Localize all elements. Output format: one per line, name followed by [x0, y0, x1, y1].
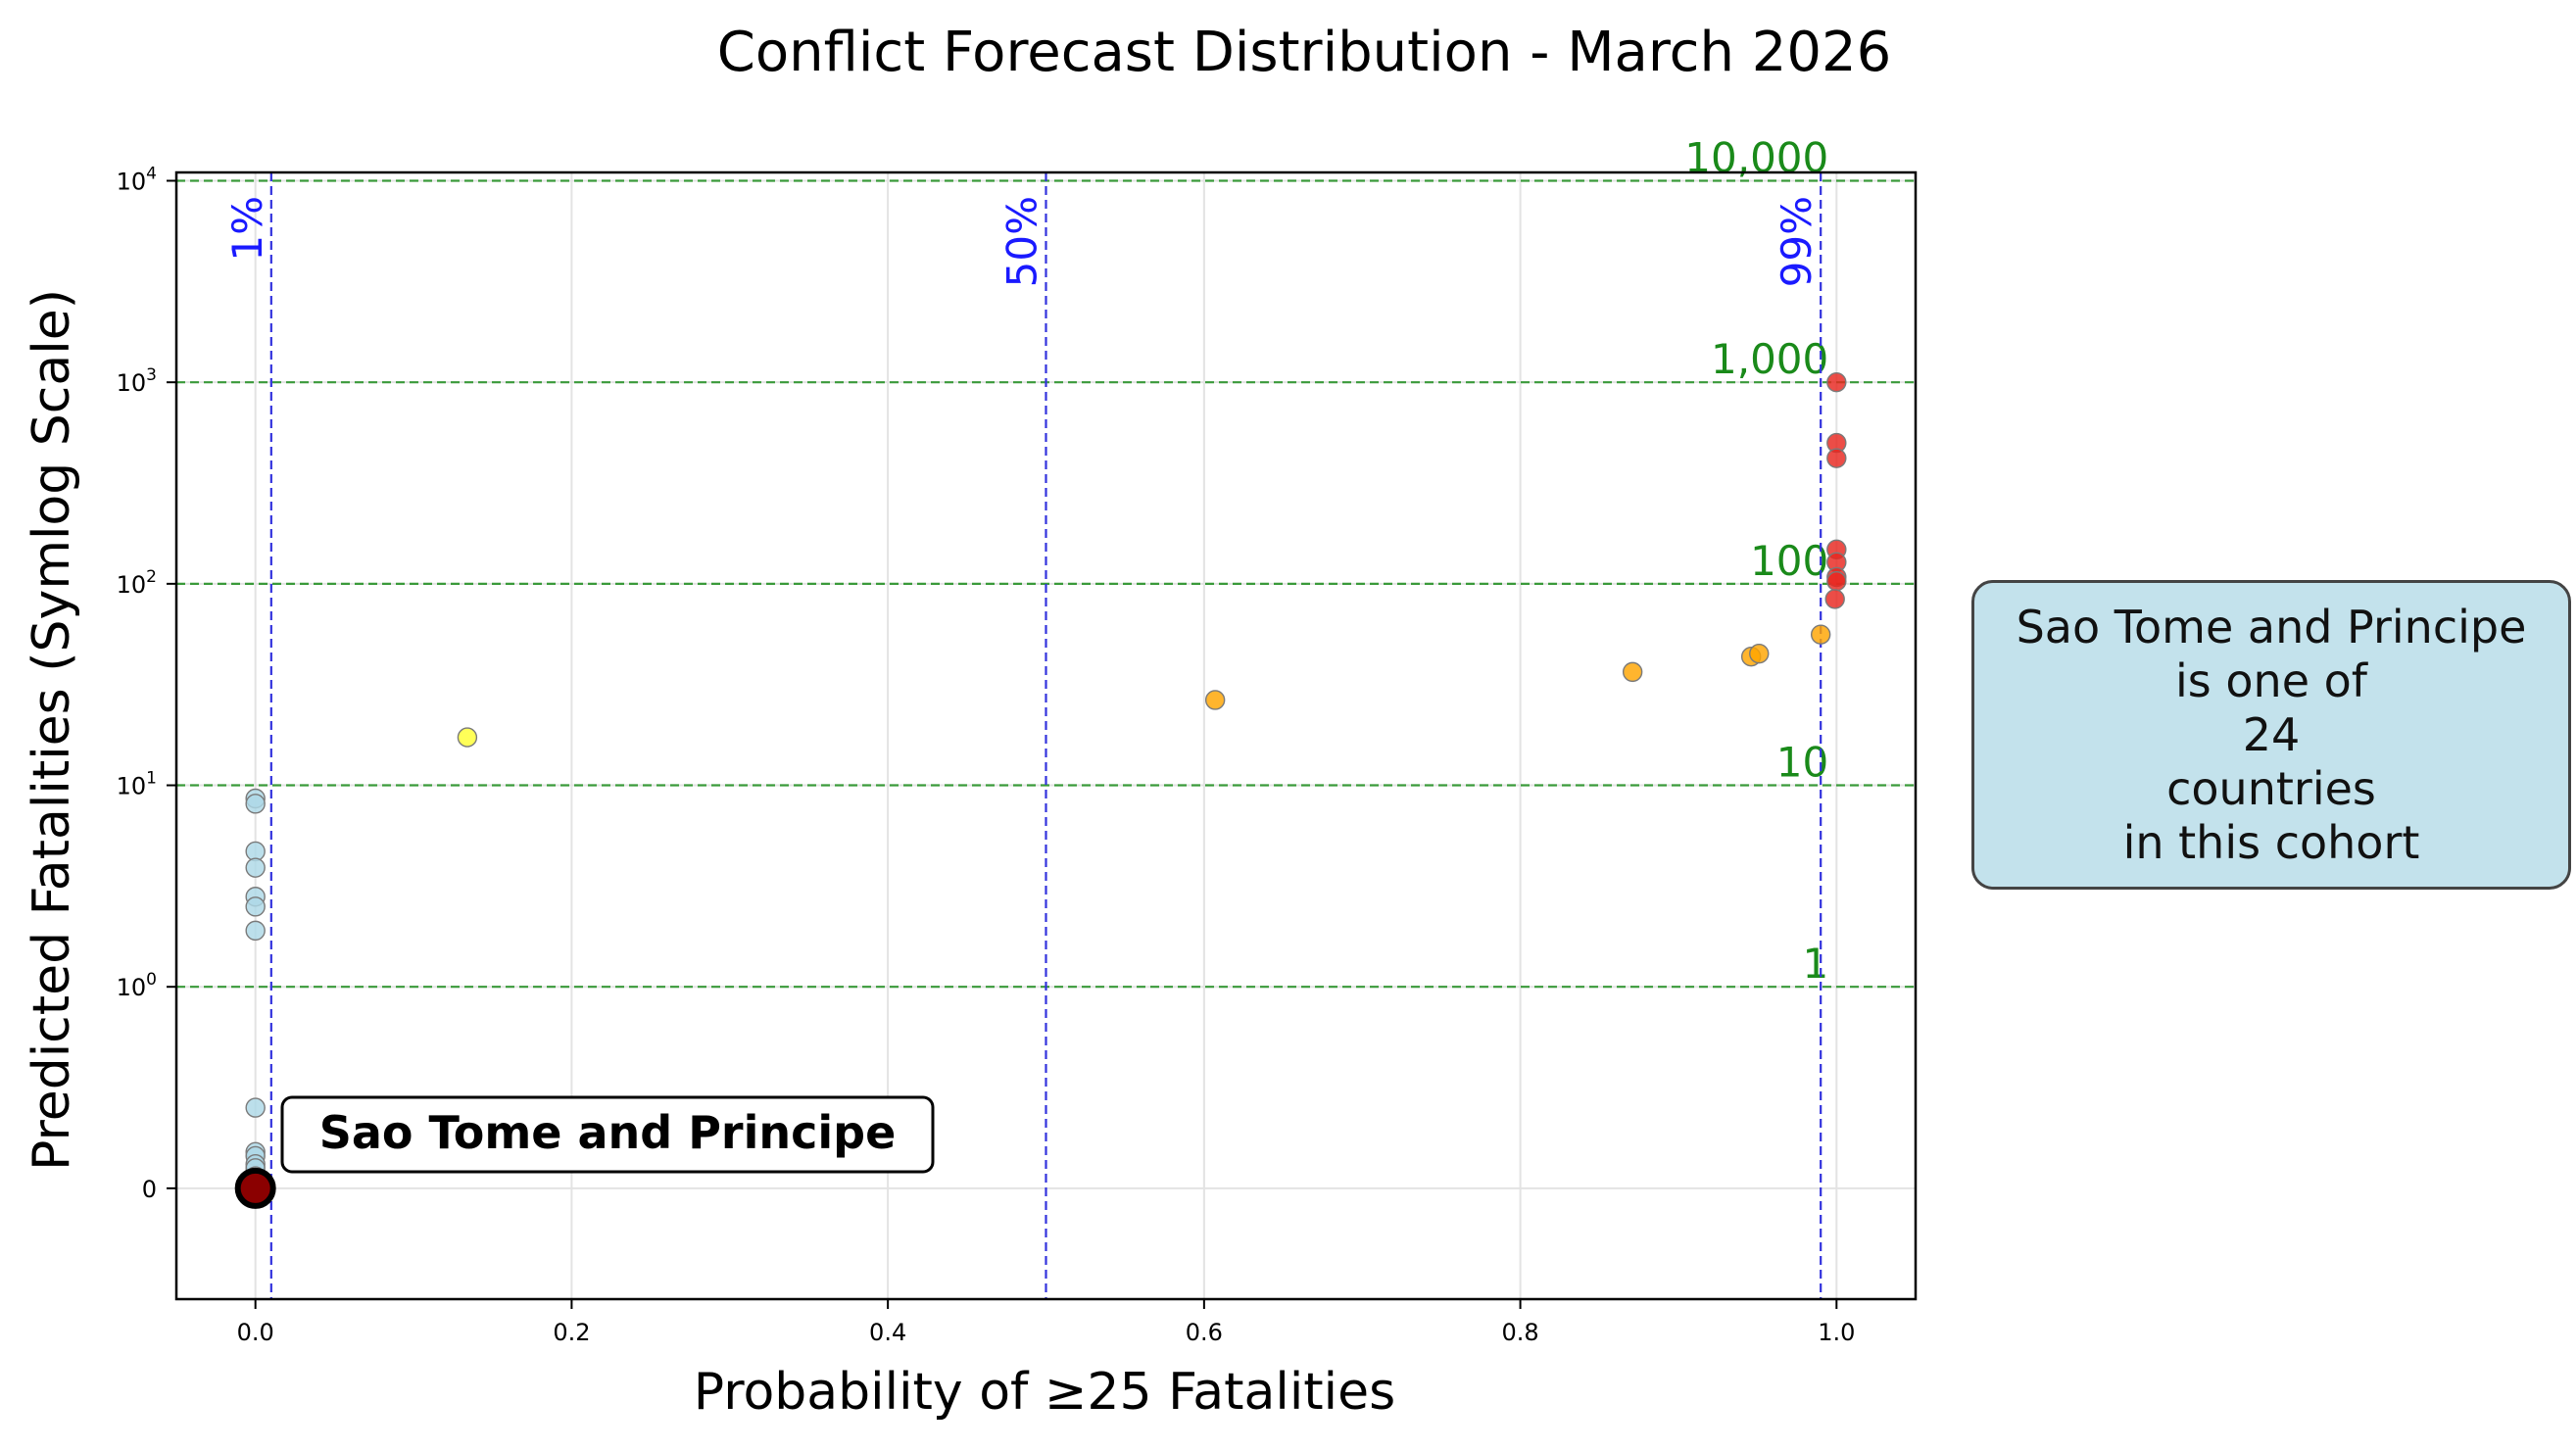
fatality-threshold-label: 100: [1750, 537, 1828, 585]
probability-threshold-label: 99%: [1773, 196, 1821, 287]
probability-threshold-label: 50%: [998, 196, 1046, 287]
cohort-line-country: Sao Tome and Principe: [2016, 600, 2527, 653]
data-point: [245, 920, 266, 942]
x-tick-label: 1.0: [1818, 1319, 1855, 1346]
plot-frame: [174, 170, 1918, 1301]
chart-title: Conflict Forecast Distribution - March 2…: [717, 21, 1892, 84]
y-tick-label: 103: [117, 365, 157, 397]
y-tick-label: 0: [142, 1176, 157, 1203]
data-point: [245, 857, 266, 878]
y-axis-label: Predicted Fatalities (Symlog Scale): [23, 289, 81, 1171]
fatality-threshold-label: 1: [1803, 940, 1829, 988]
cohort-info-box: Sao Tome and Principe is one of 24 count…: [1971, 580, 2571, 890]
data-point: [1826, 448, 1847, 468]
cohort-line-count: 24: [2242, 707, 2301, 761]
fatality-threshold-label: 1,000: [1711, 335, 1828, 383]
data-point: [245, 794, 266, 814]
cohort-line-suffix: in this cohort: [2122, 815, 2420, 869]
data-point: [245, 1097, 266, 1118]
highlight-label: Sao Tome and Principe: [319, 1106, 897, 1159]
x-tick-label: 0.2: [553, 1319, 590, 1346]
data-point: [245, 896, 266, 917]
data-point: [1204, 690, 1226, 710]
cohort-line-unit: countries: [2166, 761, 2376, 815]
data-point: [1749, 643, 1770, 664]
probability-threshold-label: 1%: [223, 196, 271, 262]
x-tick-label: 0.6: [1186, 1319, 1223, 1346]
highlight-point: [234, 1167, 276, 1209]
y-tick-label: 102: [117, 567, 157, 599]
axes: 0.0 0.2 0.4 0.6 0.8 1.0 0 100 101 102 103 104: [117, 165, 1918, 1346]
x-tick-label: 0.4: [869, 1319, 906, 1346]
fatality-threshold-label: 10,000: [1684, 134, 1828, 182]
x-axis-label: Probability of ≥25 Fatalities: [694, 1363, 1395, 1422]
data-point: [1826, 571, 1847, 592]
x-tick-label: 0.0: [237, 1319, 274, 1346]
highlight-label-box: [280, 1095, 935, 1174]
data-point: [1622, 661, 1643, 683]
y-tick-label: 100: [117, 970, 157, 1001]
data-point: [1826, 371, 1847, 393]
x-tick-label: 0.8: [1502, 1319, 1539, 1346]
cohort-line-text: is one of: [2175, 653, 2367, 707]
y-tick-label: 104: [117, 165, 157, 196]
data-point: [1824, 589, 1845, 609]
y-tick-label: 101: [117, 769, 157, 800]
data-point: [457, 727, 478, 748]
data-point: [1810, 624, 1831, 645]
highlight-layer: Sao Tome and Principe: [234, 1095, 935, 1209]
